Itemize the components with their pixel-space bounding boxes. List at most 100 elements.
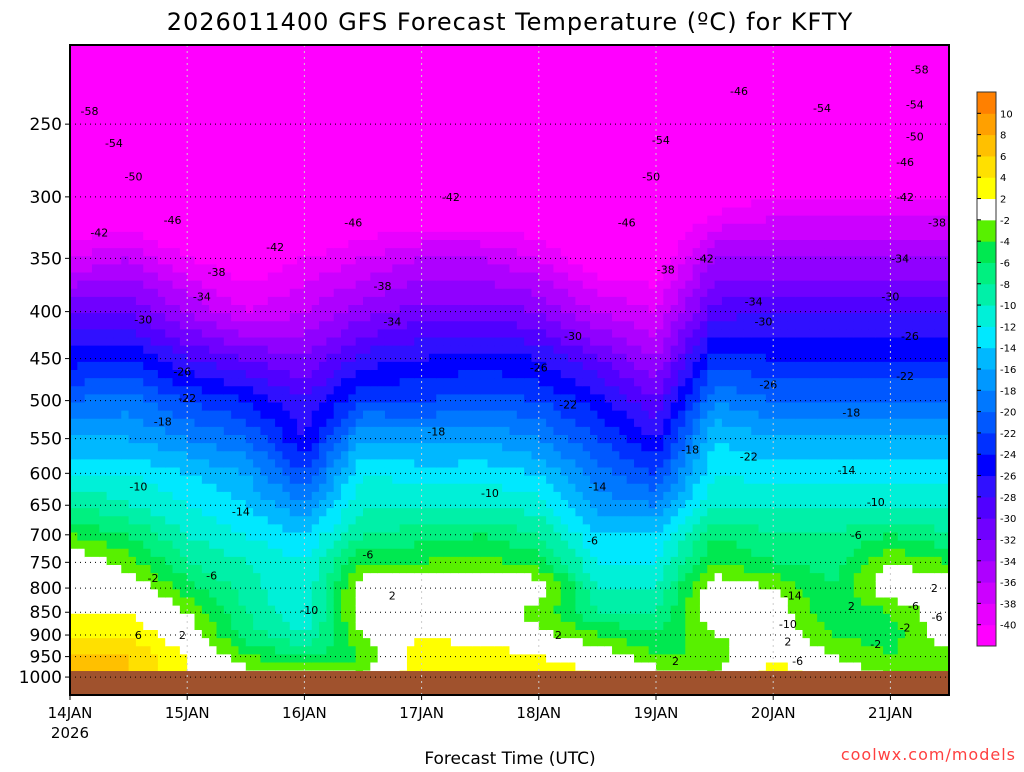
heatmap-cell [406, 467, 415, 477]
heatmap-cell [443, 483, 452, 493]
heatmap-cell [99, 556, 108, 566]
heatmap-cell [150, 248, 159, 257]
heatmap-cell [450, 459, 459, 469]
heatmap-cell [472, 386, 481, 395]
heatmap-cell [487, 565, 496, 574]
heatmap-cell [172, 150, 181, 160]
heatmap-cell [341, 394, 349, 404]
heatmap-cell [209, 199, 218, 209]
heatmap-cell [135, 556, 144, 566]
heatmap-cell [157, 93, 166, 103]
heatmap-cell [487, 613, 496, 623]
heatmap-cell [223, 280, 232, 290]
heatmap-cell [465, 110, 474, 119]
heatmap-cell [128, 280, 137, 290]
heatmap-cell [143, 370, 152, 379]
heatmap-cell [275, 256, 284, 265]
heatmap-cell [377, 654, 386, 664]
heatmap-cell [502, 573, 511, 582]
heatmap-cell [428, 386, 437, 395]
heatmap-cell [311, 264, 320, 274]
heatmap-cell [406, 638, 415, 647]
heatmap-cell [341, 540, 349, 550]
heatmap-cell [216, 443, 225, 452]
heatmap-cell [370, 223, 379, 233]
heatmap-cell [179, 69, 188, 79]
heatmap-cell [333, 394, 342, 404]
heatmap-cell [524, 45, 533, 54]
heatmap-cell [348, 215, 357, 225]
heatmap-cell [311, 85, 320, 95]
heatmap-cell [106, 248, 115, 257]
heatmap-cell [238, 158, 247, 168]
heatmap-cell [187, 321, 196, 330]
heatmap-cell [209, 516, 218, 525]
heatmap-cell [502, 61, 511, 70]
heatmap-cell [150, 565, 159, 574]
heatmap-cell [509, 361, 518, 371]
heatmap-cell [465, 248, 474, 257]
heatmap-cell [150, 296, 159, 306]
heatmap-cell [392, 215, 401, 225]
heatmap-cell [414, 402, 423, 412]
heatmap-cell [260, 231, 269, 241]
heatmap-cell [289, 524, 298, 534]
heatmap-cell [472, 475, 481, 485]
heatmap-cell [436, 199, 445, 209]
heatmap-cell [436, 589, 445, 599]
heatmap-cell [84, 451, 93, 460]
heatmap-cell [502, 118, 511, 127]
heatmap-cell [311, 93, 320, 103]
heatmap-cell [311, 305, 320, 314]
heatmap-cell [377, 467, 386, 477]
heatmap-cell [363, 223, 371, 233]
heatmap-cell [238, 166, 247, 176]
heatmap-cell [304, 158, 313, 168]
heatmap-cell [311, 110, 320, 119]
heatmap-cell [282, 85, 291, 95]
heatmap-cell [472, 443, 481, 452]
heatmap-cell [128, 337, 137, 347]
heatmap-cell [319, 638, 327, 647]
heatmap-cell [392, 573, 401, 582]
heatmap-cell [355, 134, 364, 144]
heatmap-cell [436, 621, 445, 631]
heatmap-cell [231, 451, 240, 460]
heatmap-cell [165, 126, 174, 135]
heatmap-cell [406, 630, 415, 639]
heatmap-cell [245, 573, 254, 582]
heatmap-cell [465, 175, 474, 184]
heatmap-cell [113, 321, 122, 330]
heatmap-cell [399, 345, 408, 355]
heatmap-cell [267, 524, 276, 534]
heatmap-cell [363, 451, 371, 460]
heatmap-cell [355, 305, 364, 314]
heatmap-cell [311, 548, 320, 558]
heatmap-cell [399, 370, 408, 379]
heatmap-cell [377, 581, 386, 590]
heatmap-cell [502, 410, 511, 420]
heatmap-cell [421, 662, 430, 672]
heatmap-cell [384, 231, 393, 241]
heatmap-cell [165, 101, 174, 111]
heatmap-cell [458, 248, 467, 257]
heatmap-cell [77, 418, 86, 428]
heatmap-cell [472, 288, 481, 298]
heatmap-cell [355, 475, 364, 485]
heatmap-cell [399, 175, 408, 184]
heatmap-cell [406, 565, 415, 574]
heatmap-cell [363, 345, 371, 355]
heatmap-cell [348, 150, 357, 160]
heatmap-cell [216, 524, 225, 534]
heatmap-cell [113, 166, 122, 176]
heatmap-cell [363, 183, 371, 192]
heatmap-cell [238, 597, 247, 607]
heatmap-cell [406, 524, 415, 534]
heatmap-cell [311, 329, 320, 339]
heatmap-cell [341, 605, 349, 615]
heatmap-cell [143, 654, 152, 664]
heatmap-cell [201, 93, 210, 103]
heatmap-cell [253, 256, 262, 265]
heatmap-cell [406, 540, 415, 550]
heatmap-cell [509, 150, 518, 160]
